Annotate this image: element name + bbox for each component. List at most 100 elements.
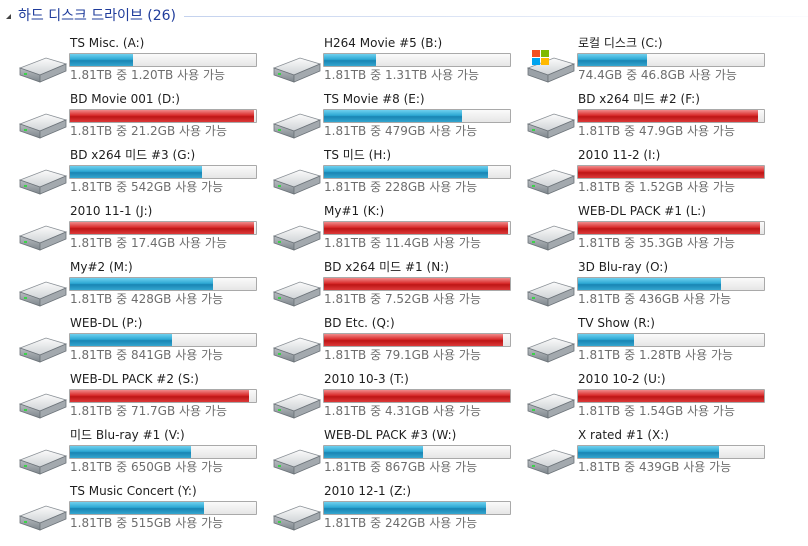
drive-grid: TS Misc. (A:) 1.81TB 중 1.20TB 사용 가능 H264 … — [14, 34, 776, 538]
hard-drive-icon — [16, 272, 68, 312]
drive-item[interactable]: BD Movie 001 (D:) 1.81TB 중 21.2GB 사용 가능 — [14, 90, 268, 146]
drive-free-space: 1.81TB 중 1.20TB 사용 가능 — [70, 68, 226, 82]
hard-drive-icon — [16, 216, 68, 256]
drive-usage-bar — [323, 333, 511, 347]
drive-item[interactable]: 2010 11-2 (I:) 1.81TB 중 1.52GB 사용 가능 — [522, 146, 776, 202]
drive-item[interactable]: WEB-DL PACK #1 (L:) 1.81TB 중 35.3GB 사용 가능 — [522, 202, 776, 258]
drive-name: TV Show (R:) — [578, 316, 655, 330]
drive-usage-fill — [324, 334, 503, 346]
drive-usage-fill — [70, 110, 255, 122]
drive-item[interactable]: TS Misc. (A:) 1.81TB 중 1.20TB 사용 가능 — [14, 34, 268, 90]
drive-usage-fill — [578, 278, 722, 290]
drive-usage-bar — [69, 221, 257, 235]
collapse-arrow-icon[interactable] — [6, 13, 11, 19]
drive-item[interactable]: 2010 10-2 (U:) 1.81TB 중 1.54GB 사용 가능 — [522, 370, 776, 426]
drive-free-space: 1.81TB 중 841GB 사용 가능 — [70, 348, 224, 362]
drive-item[interactable]: WEB-DL PACK #3 (W:) 1.81TB 중 867GB 사용 가능 — [268, 426, 522, 482]
drive-usage-fill — [578, 54, 647, 66]
drive-item[interactable]: TV Show (R:) 1.81TB 중 1.28TB 사용 가능 — [522, 314, 776, 370]
drive-name: 로컬 디스크 (C:) — [578, 36, 663, 50]
drive-usage-bar — [69, 389, 257, 403]
drive-free-space: 1.81TB 중 867GB 사용 가능 — [324, 460, 478, 474]
drive-free-space: 1.81TB 중 7.52GB 사용 가능 — [324, 292, 481, 306]
drive-name: WEB-DL PACK #2 (S:) — [70, 372, 199, 386]
drive-name: BD Movie 001 (D:) — [70, 92, 180, 106]
drive-usage-bar — [577, 109, 765, 123]
drive-free-space: 1.81TB 중 439GB 사용 가능 — [578, 460, 732, 474]
drive-item[interactable]: WEB-DL PACK #2 (S:) 1.81TB 중 71.7GB 사용 가능 — [14, 370, 268, 426]
hard-drive-icon — [270, 496, 322, 536]
drive-item[interactable]: BD x264 미드 #1 (N:) 1.81TB 중 7.52GB 사용 가능 — [268, 258, 522, 314]
drive-usage-fill — [578, 222, 761, 234]
hard-drive-icon — [524, 440, 576, 480]
drive-usage-fill — [324, 166, 488, 178]
drive-name: TS Movie #8 (E:) — [324, 92, 425, 106]
drive-usage-fill — [70, 278, 214, 290]
drive-item[interactable]: BD x264 미드 #3 (G:) 1.81TB 중 542GB 사용 가능 — [14, 146, 268, 202]
drive-free-space: 1.81TB 중 71.7GB 사용 가능 — [70, 404, 227, 418]
drive-item[interactable]: 미드 Blu-ray #1 (V:) 1.81TB 중 650GB 사용 가능 — [14, 426, 268, 482]
hard-drive-icon — [16, 496, 68, 536]
drive-item[interactable]: TS Movie #8 (E:) 1.81TB 중 479GB 사용 가능 — [268, 90, 522, 146]
group-divider — [184, 15, 808, 17]
drive-item[interactable]: My#2 (M:) 1.81TB 중 428GB 사용 가능 — [14, 258, 268, 314]
drive-name: BD x264 미드 #3 (G:) — [70, 148, 196, 162]
drive-item[interactable]: WEB-DL (P:) 1.81TB 중 841GB 사용 가능 — [14, 314, 268, 370]
drive-name: 미드 Blu-ray #1 (V:) — [70, 428, 185, 442]
hard-drive-icon — [524, 328, 576, 368]
drive-usage-bar — [69, 109, 257, 123]
drive-usage-fill — [324, 446, 423, 458]
drive-item[interactable]: 2010 11-1 (J:) 1.81TB 중 17.4GB 사용 가능 — [14, 202, 268, 258]
drive-item[interactable]: 2010 10-3 (T:) 1.81TB 중 4.31GB 사용 가능 — [268, 370, 522, 426]
drive-usage-fill — [70, 222, 255, 234]
drive-usage-bar — [69, 333, 257, 347]
drive-usage-fill — [70, 390, 249, 402]
drive-name: WEB-DL (P:) — [70, 316, 143, 330]
drive-item[interactable]: BD Etc. (Q:) 1.81TB 중 79.1GB 사용 가능 — [268, 314, 522, 370]
drive-item[interactable]: 2010 12-1 (Z:) 1.81TB 중 242GB 사용 가능 — [268, 482, 522, 538]
drive-group-header[interactable]: 하드 디스크 드라이브 (26) — [0, 0, 808, 30]
drive-item[interactable]: TS 미드 (H:) 1.81TB 중 228GB 사용 가능 — [268, 146, 522, 202]
drive-usage-bar — [323, 501, 511, 515]
drive-usage-fill — [578, 166, 764, 178]
drive-usage-bar — [69, 165, 257, 179]
drive-usage-bar — [577, 165, 765, 179]
drive-name: H264 Movie #5 (B:) — [324, 36, 443, 50]
hard-drive-icon — [270, 272, 322, 312]
drive-free-space: 1.81TB 중 479GB 사용 가능 — [324, 124, 478, 138]
drive-name: 2010 11-1 (J:) — [70, 204, 153, 218]
drive-free-space: 1.81TB 중 11.4GB 사용 가능 — [324, 236, 481, 250]
hard-drive-icon — [524, 216, 576, 256]
drive-item[interactable]: H264 Movie #5 (B:) 1.81TB 중 1.31TB 사용 가능 — [268, 34, 522, 90]
drive-item[interactable]: My#1 (K:) 1.81TB 중 11.4GB 사용 가능 — [268, 202, 522, 258]
drive-usage-bar — [323, 445, 511, 459]
drive-usage-fill — [324, 278, 510, 290]
hard-drive-icon — [524, 272, 576, 312]
hard-drive-icon — [16, 328, 68, 368]
drive-usage-fill — [324, 222, 509, 234]
drive-free-space: 1.81TB 중 650GB 사용 가능 — [70, 460, 224, 474]
hard-drive-icon — [16, 104, 68, 144]
drive-free-space: 1.81TB 중 428GB 사용 가능 — [70, 292, 224, 306]
drive-usage-fill — [578, 334, 634, 346]
drive-free-space: 1.81TB 중 1.52GB 사용 가능 — [578, 180, 735, 194]
drive-free-space: 74.4GB 중 46.8GB 사용 가능 — [578, 68, 737, 82]
drive-free-space: 1.81TB 중 1.28TB 사용 가능 — [578, 348, 734, 362]
drive-item[interactable]: 로컬 디스크 (C:) 74.4GB 중 46.8GB 사용 가능 — [522, 34, 776, 90]
drive-item[interactable]: 3D Blu-ray (O:) 1.81TB 중 436GB 사용 가능 — [522, 258, 776, 314]
hard-drive-icon — [270, 328, 322, 368]
drive-free-space: 1.81TB 중 17.4GB 사용 가능 — [70, 236, 227, 250]
drive-free-space: 1.81TB 중 1.31TB 사용 가능 — [324, 68, 480, 82]
drive-item[interactable]: BD x264 미드 #2 (F:) 1.81TB 중 47.9GB 사용 가능 — [522, 90, 776, 146]
drive-usage-fill — [324, 110, 462, 122]
drive-free-space: 1.81TB 중 515GB 사용 가능 — [70, 516, 224, 530]
hard-drive-icon — [16, 384, 68, 424]
hard-drive-icon — [270, 440, 322, 480]
drive-usage-fill — [70, 166, 203, 178]
drive-usage-bar — [577, 333, 765, 347]
hard-drive-icon — [16, 440, 68, 480]
hard-drive-icon — [524, 104, 576, 144]
drive-item[interactable]: X rated #1 (X:) 1.81TB 중 439GB 사용 가능 — [522, 426, 776, 482]
drive-free-space: 1.81TB 중 79.1GB 사용 가능 — [324, 348, 481, 362]
drive-item[interactable]: TS Music Concert (Y:) 1.81TB 중 515GB 사용 가… — [14, 482, 268, 538]
